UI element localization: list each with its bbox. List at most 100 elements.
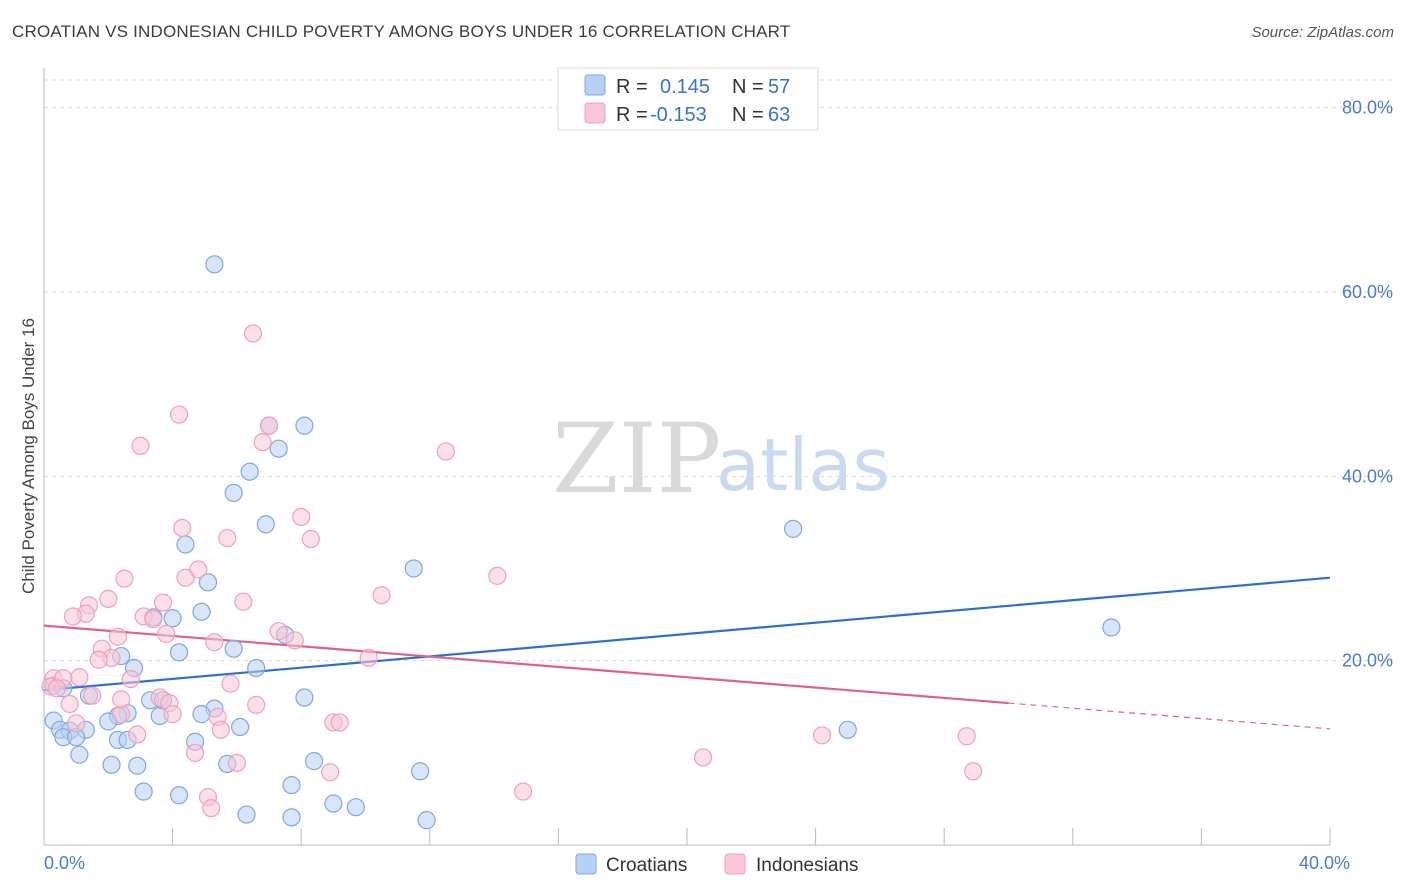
chart-source: Source: ZipAtlas.com bbox=[1251, 24, 1394, 41]
bottom-legend-label-croatians: Croatians bbox=[606, 855, 687, 876]
point-indonesians bbox=[163, 705, 182, 724]
y-tick-label: 40.0% bbox=[1342, 466, 1393, 486]
y-axis-title: Child Poverty Among Boys Under 16 bbox=[19, 318, 38, 594]
point-indonesians bbox=[205, 633, 224, 652]
point-indonesians bbox=[513, 782, 533, 801]
point-croatians bbox=[224, 639, 243, 658]
point-indonesians bbox=[253, 433, 272, 452]
point-indonesians bbox=[488, 566, 507, 585]
point-croatians bbox=[324, 794, 343, 813]
point-indonesians bbox=[202, 799, 221, 818]
point-croatians bbox=[176, 535, 195, 554]
trend-line-croatians bbox=[43, 576, 1331, 692]
legend-r-value-2: -0.153 bbox=[650, 104, 707, 126]
point-croatians bbox=[231, 717, 250, 737]
point-croatians bbox=[134, 782, 153, 801]
point-croatians bbox=[102, 755, 121, 774]
point-croatians bbox=[417, 811, 436, 830]
legend-swatch-indonesians bbox=[584, 102, 606, 124]
point-indonesians bbox=[227, 753, 246, 773]
x-tick-label: 40.0% bbox=[1299, 853, 1350, 873]
point-croatians bbox=[269, 439, 288, 458]
point-croatians bbox=[128, 756, 147, 775]
bottom-legend: Croatians Indonesians bbox=[575, 853, 858, 876]
x-tick-label: 0.0% bbox=[44, 853, 85, 873]
trend-line-indonesians bbox=[43, 624, 1009, 705]
point-croatians bbox=[282, 775, 301, 795]
point-indonesians bbox=[189, 560, 208, 579]
point-indonesians bbox=[221, 674, 240, 693]
point-indonesians bbox=[173, 518, 192, 538]
point-croatians bbox=[163, 609, 182, 628]
point-croatians bbox=[70, 745, 89, 764]
y-tick-label: 80.0% bbox=[1342, 98, 1393, 118]
point-indonesians bbox=[115, 569, 134, 588]
point-indonesians bbox=[131, 436, 150, 456]
bottom-legend-swatch-indonesians bbox=[724, 853, 746, 875]
legend-n-label-2: N = bbox=[732, 104, 764, 126]
point-indonesians bbox=[285, 631, 304, 650]
point-indonesians bbox=[99, 589, 118, 609]
y-axis-title-group: Child Poverty Among Boys Under 16 bbox=[19, 318, 38, 594]
point-indonesians bbox=[243, 324, 263, 343]
legend-r-label-1: R = bbox=[616, 76, 648, 98]
axes: 20.0% 40.0% 60.0% 80.0% 0.0% 40.0% bbox=[43, 68, 1393, 873]
point-indonesians bbox=[83, 686, 102, 705]
point-indonesians bbox=[693, 748, 713, 767]
grid bbox=[44, 79, 1392, 662]
point-indonesians bbox=[301, 529, 320, 549]
point-croatians bbox=[1102, 618, 1121, 637]
y-tick-label: 20.0% bbox=[1342, 651, 1393, 671]
point-indonesians bbox=[70, 668, 89, 687]
point-croatians bbox=[411, 762, 430, 781]
legend-r-value-1: 0.145 bbox=[660, 76, 710, 98]
point-croatians bbox=[404, 559, 423, 578]
bottom-legend-swatch-croatians bbox=[575, 853, 597, 875]
legend-swatch-croatians bbox=[584, 74, 606, 96]
point-croatians bbox=[237, 805, 256, 824]
point-croatians bbox=[169, 643, 189, 662]
point-indonesians bbox=[108, 627, 128, 646]
legend-n-value-1: 57 bbox=[768, 76, 790, 98]
y-tick-label: 60.0% bbox=[1342, 282, 1393, 302]
point-indonesians bbox=[359, 648, 378, 667]
point-indonesians bbox=[153, 593, 173, 612]
trend-line-indonesians-extension bbox=[1008, 702, 1331, 730]
point-croatians bbox=[783, 519, 803, 538]
point-croatians bbox=[205, 255, 224, 274]
top-legend: R = 0.145 N = 57 R = -0.153 N = 63 bbox=[557, 67, 819, 131]
point-indonesians bbox=[60, 694, 79, 714]
point-croatians bbox=[169, 786, 189, 805]
point-indonesians bbox=[144, 610, 163, 629]
point-indonesians bbox=[63, 607, 83, 626]
point-croatians bbox=[192, 602, 211, 621]
point-croatians bbox=[346, 798, 365, 817]
point-indonesians bbox=[292, 507, 311, 526]
point-indonesians bbox=[330, 713, 349, 732]
point-croatians bbox=[240, 462, 259, 481]
legend-n-value-2: 63 bbox=[768, 104, 790, 126]
point-croatians bbox=[295, 416, 314, 435]
point-indonesians bbox=[176, 568, 195, 587]
point-indonesians bbox=[47, 679, 66, 698]
point-indonesians bbox=[957, 727, 976, 746]
point-croatians bbox=[256, 515, 275, 534]
point-indonesians bbox=[372, 586, 391, 605]
point-indonesians bbox=[67, 714, 86, 733]
point-indonesians bbox=[112, 690, 131, 709]
point-indonesians bbox=[211, 720, 230, 739]
bottom-legend-label-indonesians: Indonesians bbox=[756, 855, 858, 876]
point-indonesians bbox=[269, 622, 288, 641]
point-croatians bbox=[304, 752, 324, 771]
point-indonesians bbox=[121, 669, 140, 689]
point-indonesians bbox=[247, 695, 266, 715]
point-croatians bbox=[247, 658, 266, 678]
point-indonesians bbox=[436, 442, 455, 461]
point-croatians bbox=[838, 720, 857, 739]
point-indonesians bbox=[89, 650, 108, 669]
point-indonesians bbox=[218, 528, 237, 548]
point-croatians bbox=[282, 808, 301, 827]
legend-n-label-1: N = bbox=[732, 76, 764, 98]
watermark-atlas: atlas bbox=[716, 423, 890, 507]
